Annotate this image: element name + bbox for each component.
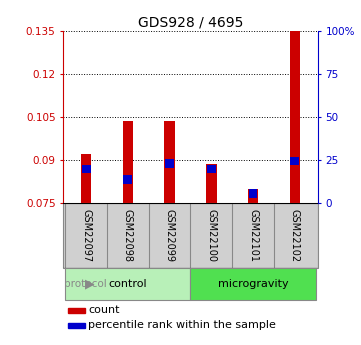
Bar bbox=[81, 155, 91, 203]
Text: GSM22102: GSM22102 bbox=[290, 209, 300, 262]
Bar bbox=[207, 165, 216, 173]
Bar bbox=[165, 159, 174, 168]
Bar bbox=[206, 164, 217, 203]
Bar bbox=[248, 189, 258, 203]
Bar bbox=[249, 189, 257, 198]
Text: percentile rank within the sample: percentile rank within the sample bbox=[88, 320, 276, 330]
Title: GDS928 / 4695: GDS928 / 4695 bbox=[138, 16, 243, 30]
Bar bbox=[68, 324, 85, 328]
Text: GSM22101: GSM22101 bbox=[248, 209, 258, 262]
Text: GSM22097: GSM22097 bbox=[81, 209, 91, 262]
Bar bbox=[290, 31, 300, 203]
Text: GSM22100: GSM22100 bbox=[206, 209, 216, 262]
Text: GSM22099: GSM22099 bbox=[165, 209, 175, 262]
Text: ▶: ▶ bbox=[85, 277, 95, 290]
Bar bbox=[82, 165, 91, 173]
Bar bbox=[164, 121, 175, 203]
Bar bbox=[191, 268, 316, 300]
Text: microgravity: microgravity bbox=[218, 279, 288, 289]
Bar bbox=[290, 157, 299, 165]
Text: protocol: protocol bbox=[64, 279, 107, 289]
Bar bbox=[123, 121, 133, 203]
Bar bbox=[65, 268, 191, 300]
Text: control: control bbox=[109, 279, 147, 289]
Text: count: count bbox=[88, 305, 119, 315]
Bar bbox=[123, 176, 132, 184]
Bar bbox=[68, 308, 85, 313]
Text: GSM22098: GSM22098 bbox=[123, 209, 133, 262]
